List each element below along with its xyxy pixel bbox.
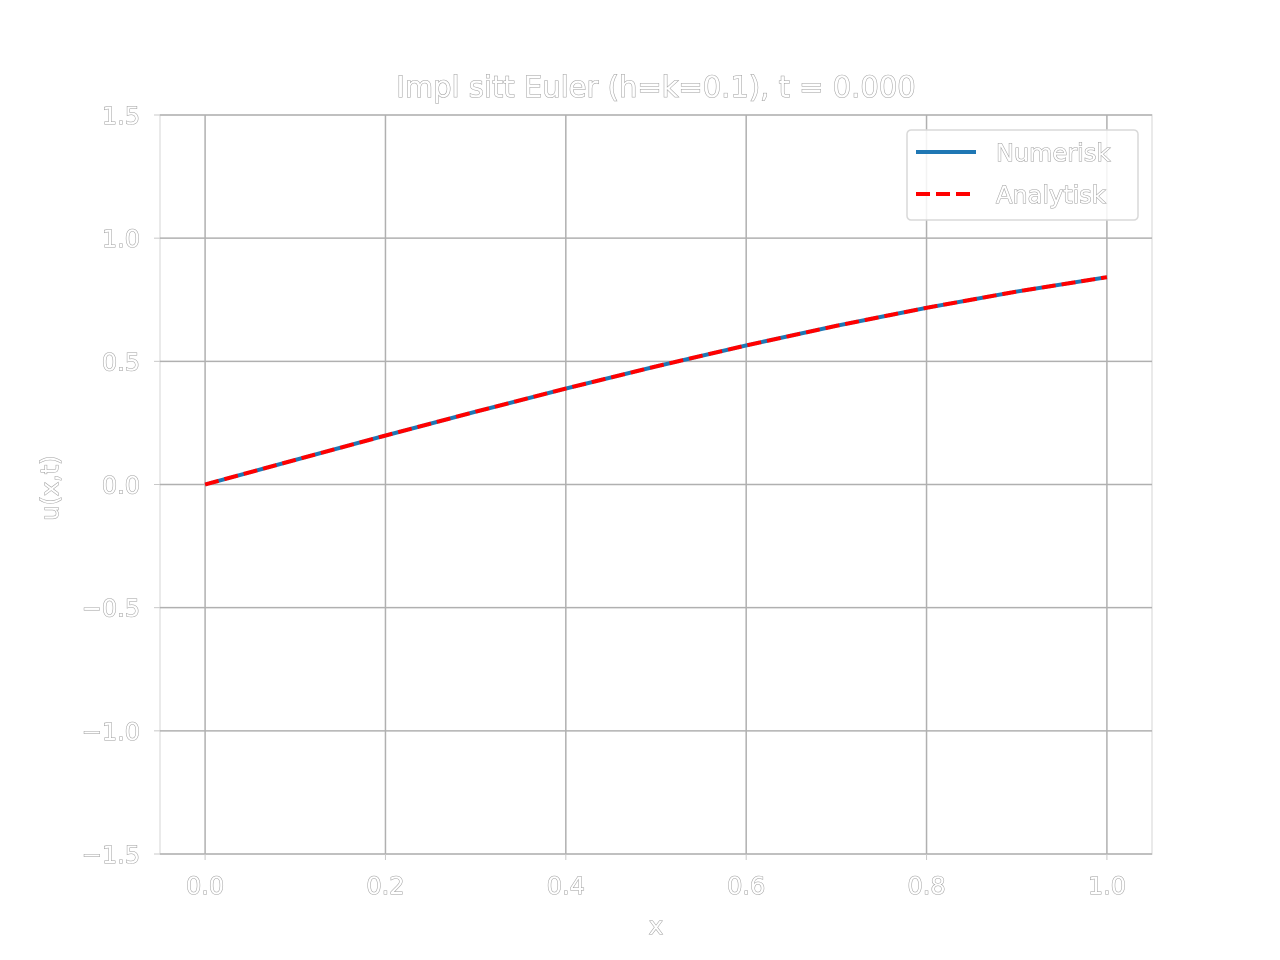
y-tick-label: −0.5 bbox=[82, 595, 140, 623]
plot-area bbox=[159, 114, 1153, 855]
x-axis-ticks: 0.0 0.2 0.4 0.6 0.8 1.0 bbox=[186, 854, 1126, 901]
chart-title: Impl sitt Euler (h=k=0.1), t = 0.000 bbox=[396, 70, 915, 104]
y-tick-label: 0.5 bbox=[102, 348, 140, 376]
series-layer bbox=[204, 275, 1108, 487]
y-tick-label: 1.5 bbox=[102, 102, 140, 130]
y-tick-label: −1.0 bbox=[82, 718, 140, 746]
legend-label-analytisk: Analytisk bbox=[996, 181, 1106, 209]
x-tick-label: 0.8 bbox=[907, 872, 945, 900]
x-tick-label: 1.0 bbox=[1088, 872, 1126, 900]
series-line-analytisk bbox=[204, 275, 1108, 487]
y-tick-label: −1.5 bbox=[82, 841, 140, 869]
legend-entry-analytisk: Analytisk bbox=[916, 181, 1106, 210]
grid bbox=[160, 114, 1152, 855]
x-tick-label: 0.4 bbox=[547, 872, 585, 900]
x-tick-label: 0.2 bbox=[366, 872, 404, 900]
legend-label-numerisk: Numerisk bbox=[996, 139, 1110, 167]
legend-entry-numerisk: Numerisk bbox=[916, 139, 1111, 168]
y-tick-label: 1.0 bbox=[102, 225, 140, 253]
y-tick-label: 0.0 bbox=[102, 472, 140, 500]
y-axis-label: u(x,t) bbox=[36, 455, 64, 520]
legend: Numerisk Analytisk bbox=[906, 129, 1139, 221]
x-axis-label: x bbox=[649, 912, 663, 940]
y-axis-ticks: −1.5 −1.0 −0.5 0.0 0.5 1.0 1.5 bbox=[81, 102, 160, 870]
x-tick-label: 0.0 bbox=[186, 872, 224, 900]
x-tick-label: 0.6 bbox=[727, 872, 765, 900]
